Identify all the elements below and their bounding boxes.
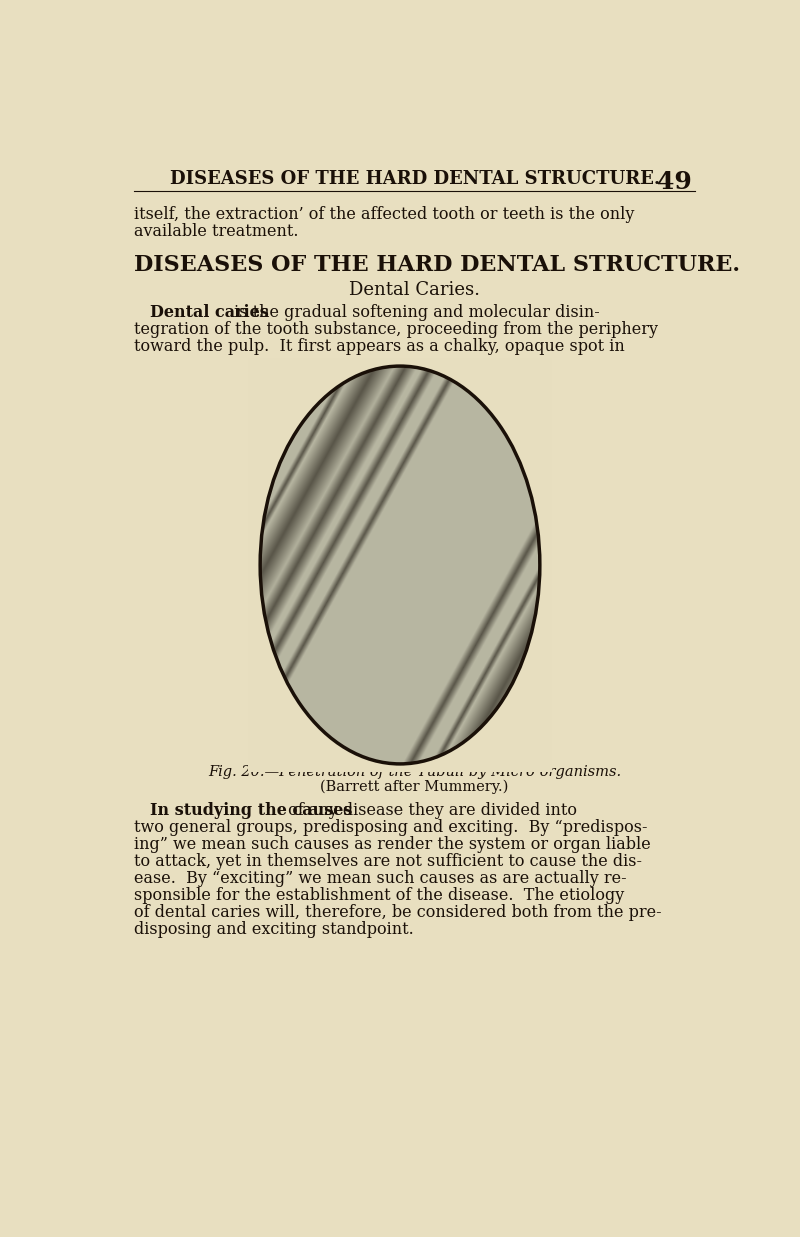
- Text: Dental caries: Dental caries: [150, 304, 268, 320]
- Text: itself, the extraction’ of the affected tooth or teeth is the only: itself, the extraction’ of the affected …: [134, 207, 634, 223]
- Text: DISEASES OF THE HARD DENTAL STRUCTURE.: DISEASES OF THE HARD DENTAL STRUCTURE.: [170, 169, 660, 188]
- Text: sponsible for the establishment of the disease.  The etiology: sponsible for the establishment of the d…: [134, 887, 624, 904]
- Text: ease.  By “exciting” we mean such causes as are actually re-: ease. By “exciting” we mean such causes …: [134, 870, 626, 887]
- Text: is the gradual softening and molecular disin-: is the gradual softening and molecular d…: [229, 304, 600, 320]
- Text: to attack, yet in themselves are not sufficient to cause the dis-: to attack, yet in themselves are not suf…: [134, 854, 642, 870]
- Text: (Barrett after Mummery.): (Barrett after Mummery.): [321, 779, 509, 794]
- Text: Dental Caries.: Dental Caries.: [349, 281, 480, 299]
- Text: Fig. 20.—Penetration of the Tubuli by Micro-organisms.: Fig. 20.—Penetration of the Tubuli by Mi…: [208, 764, 622, 778]
- Text: ing” we mean such causes as render the system or organ liable: ing” we mean such causes as render the s…: [134, 836, 651, 854]
- Text: In studying the causes: In studying the causes: [150, 803, 352, 819]
- Text: tegration of the tooth substance, proceeding from the periphery: tegration of the tooth substance, procee…: [134, 320, 658, 338]
- Text: of any disease they are divided into: of any disease they are divided into: [283, 803, 577, 819]
- Text: 49: 49: [658, 169, 692, 194]
- Text: DISEASES OF THE HARD DENTAL STRUCTURE.: DISEASES OF THE HARD DENTAL STRUCTURE.: [134, 254, 740, 276]
- Text: available treatment.: available treatment.: [134, 223, 298, 240]
- Text: two general groups, predisposing and exciting.  By “predispos-: two general groups, predisposing and exc…: [134, 819, 648, 836]
- Text: of dental caries will, therefore, be considered both from the pre-: of dental caries will, therefore, be con…: [134, 904, 662, 922]
- Text: disposing and exciting standpoint.: disposing and exciting standpoint.: [134, 920, 414, 938]
- Text: toward the pulp.  It first appears as a chalky, opaque spot in: toward the pulp. It first appears as a c…: [134, 338, 625, 355]
